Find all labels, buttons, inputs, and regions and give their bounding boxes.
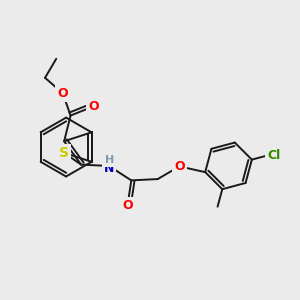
Text: O: O [88, 100, 99, 113]
Text: N: N [104, 162, 114, 175]
Text: Cl: Cl [267, 148, 280, 162]
Text: O: O [122, 199, 133, 212]
Text: H: H [105, 154, 114, 164]
Text: O: O [174, 160, 184, 173]
Text: O: O [58, 87, 68, 100]
Text: S: S [59, 146, 69, 160]
